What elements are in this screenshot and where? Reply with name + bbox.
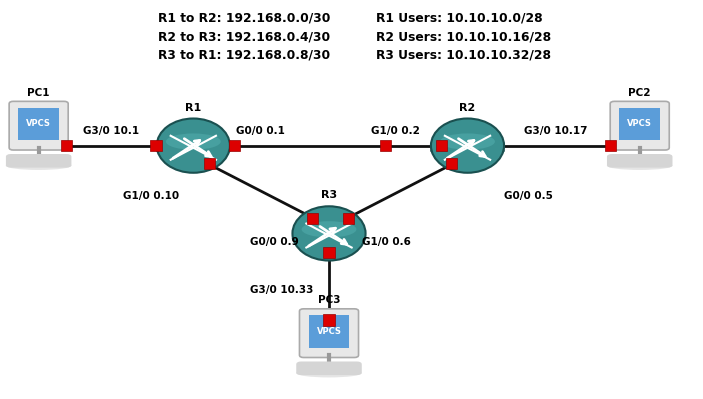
Text: VPCS: VPCS <box>627 119 652 128</box>
FancyBboxPatch shape <box>6 154 72 168</box>
Text: G3/0 10.17: G3/0 10.17 <box>524 126 587 136</box>
Ellipse shape <box>292 231 366 246</box>
Ellipse shape <box>431 119 504 173</box>
FancyBboxPatch shape <box>323 314 335 326</box>
Text: PC3: PC3 <box>318 295 340 305</box>
FancyBboxPatch shape <box>150 140 162 151</box>
Ellipse shape <box>607 161 673 170</box>
FancyBboxPatch shape <box>309 315 349 348</box>
FancyBboxPatch shape <box>9 101 68 150</box>
Text: G0/0 0.1: G0/0 0.1 <box>236 126 285 136</box>
Text: PC1: PC1 <box>27 88 50 98</box>
FancyBboxPatch shape <box>296 361 362 375</box>
FancyBboxPatch shape <box>446 158 457 169</box>
Ellipse shape <box>157 119 230 173</box>
Text: R1 to R2: 192.168.0.0/30
R2 to R3: 192.168.0.4/30
R3 to R1: 192.168.0.8/30: R1 to R2: 192.168.0.0/30 R2 to R3: 192.1… <box>158 12 330 62</box>
FancyBboxPatch shape <box>619 108 660 140</box>
Text: R3: R3 <box>321 190 337 200</box>
FancyBboxPatch shape <box>18 108 59 140</box>
Text: G3/0 10.1: G3/0 10.1 <box>83 126 139 136</box>
Ellipse shape <box>292 206 366 261</box>
FancyBboxPatch shape <box>436 140 447 151</box>
FancyBboxPatch shape <box>605 140 616 151</box>
Text: G1/0 0.10: G1/0 0.10 <box>123 190 179 201</box>
FancyBboxPatch shape <box>229 140 240 151</box>
Text: G0/0 0.9: G0/0 0.9 <box>250 237 299 247</box>
Ellipse shape <box>440 133 495 150</box>
FancyBboxPatch shape <box>61 140 72 151</box>
FancyBboxPatch shape <box>299 309 359 358</box>
Text: PC2: PC2 <box>628 88 651 98</box>
FancyBboxPatch shape <box>607 154 673 168</box>
Text: G1/0 0.6: G1/0 0.6 <box>362 237 411 247</box>
Ellipse shape <box>166 133 221 150</box>
Ellipse shape <box>296 369 362 377</box>
Text: VPCS: VPCS <box>316 327 342 336</box>
FancyBboxPatch shape <box>610 101 669 150</box>
Ellipse shape <box>6 161 72 170</box>
Text: R2: R2 <box>459 103 476 113</box>
Text: G1/0 0.2: G1/0 0.2 <box>370 126 420 136</box>
Text: G0/0 0.5: G0/0 0.5 <box>504 190 553 201</box>
Ellipse shape <box>157 143 230 158</box>
Text: R1 Users: 10.10.10.0/28
R2 Users: 10.10.10.16/28
R3 Users: 10.10.10.32/28: R1 Users: 10.10.10.0/28 R2 Users: 10.10.… <box>376 12 551 62</box>
Text: VPCS: VPCS <box>26 119 51 128</box>
Ellipse shape <box>302 221 356 237</box>
Text: G3/0 10.33: G3/0 10.33 <box>250 285 313 295</box>
Text: R1: R1 <box>185 103 202 113</box>
FancyBboxPatch shape <box>307 213 318 224</box>
FancyBboxPatch shape <box>343 213 354 224</box>
FancyBboxPatch shape <box>204 158 215 169</box>
FancyBboxPatch shape <box>323 247 335 258</box>
FancyBboxPatch shape <box>380 140 391 151</box>
Ellipse shape <box>431 143 504 158</box>
